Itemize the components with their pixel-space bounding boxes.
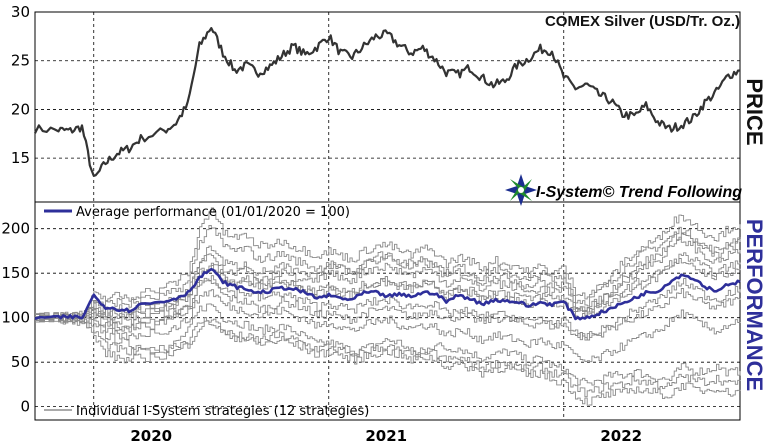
strategy-line — [35, 280, 741, 341]
performance-tick-label: 0 — [20, 398, 30, 416]
strategy-line — [35, 315, 741, 398]
strategy-line — [35, 224, 741, 323]
strategy-line — [35, 207, 741, 322]
price-axis-label: PRICE — [742, 78, 767, 145]
price-line — [34, 27, 741, 177]
strategy-line — [35, 313, 741, 406]
legend-strategies-label: Individual I-System strategies (12 strat… — [76, 404, 369, 419]
performance-tick-label: 150 — [1, 264, 30, 282]
x-tick-label: 2022 — [600, 427, 642, 445]
strategy-line — [35, 275, 741, 341]
brand-logo — [505, 174, 537, 206]
legend-average-label: Average performance (01/01/2020 = 100) — [76, 205, 350, 220]
price-tick-label: 25 — [11, 52, 30, 70]
x-tick-label: 2021 — [365, 427, 407, 445]
strategy-line — [35, 303, 741, 386]
price-tick-label: 15 — [11, 149, 30, 167]
performance-panel: 0 50 100 150 200 2020 2021 2022 — [1, 201, 741, 445]
strategy-line — [35, 236, 741, 322]
strategy-line — [35, 252, 741, 321]
performance-tick-label: 200 — [1, 220, 30, 238]
strategy-line — [35, 289, 741, 363]
performance-axis-label: PERFORMANCE — [742, 219, 767, 391]
price-chart-title: COMEX Silver (USD/Tr. Oz.) — [545, 13, 740, 30]
performance-tick-label: 100 — [1, 309, 30, 327]
average-performance-line — [34, 267, 741, 321]
brand-title: I-System© Trend Following — [536, 184, 742, 201]
x-tick-label: 2020 — [130, 427, 172, 445]
price-plot-frame — [34, 11, 741, 203]
performance-plot-frame — [34, 201, 741, 421]
price-tick-label: 30 — [11, 3, 30, 21]
price-tick-label: 20 — [11, 100, 30, 118]
performance-tick-label: 50 — [11, 353, 30, 371]
